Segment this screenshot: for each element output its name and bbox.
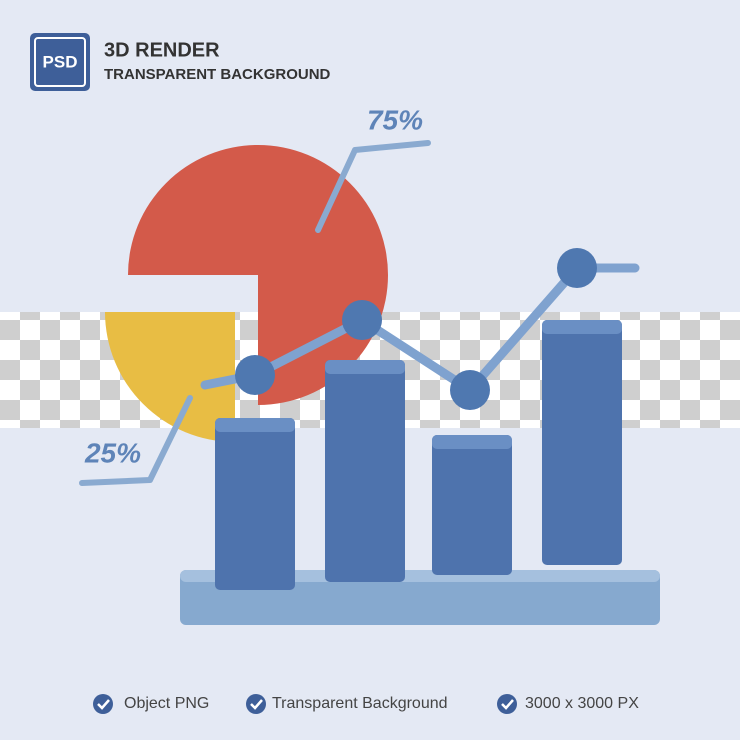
leader-line [315, 140, 431, 233]
title: 3D RENDER [104, 39, 220, 61]
check-icon [93, 694, 113, 714]
bar-base-top [180, 570, 660, 582]
feature-text: Object PNG [124, 695, 209, 712]
subtitle: TRANSPARENT BACKGROUND [104, 66, 331, 83]
bar [215, 418, 295, 590]
check-mark [501, 699, 514, 710]
leader-line [79, 395, 193, 486]
check-mark [97, 699, 110, 710]
trend-dot [557, 248, 597, 288]
trend-dot [235, 355, 275, 395]
bar-base [180, 570, 660, 625]
bar [325, 360, 405, 582]
trend-dot [342, 300, 382, 340]
bar-top [325, 360, 405, 374]
header: PSD 3D RENDER TRANSPARENT BACKGROUND [30, 33, 331, 91]
check-icon [497, 694, 517, 714]
bar-top [215, 418, 295, 432]
feature-text: Transparent Background [272, 695, 448, 712]
trend-dot [450, 370, 490, 410]
bars [215, 320, 622, 590]
bar-top [542, 320, 622, 334]
check-mark [250, 699, 263, 710]
badge-text: PSD [43, 52, 78, 71]
bar [542, 320, 622, 565]
bar-top [432, 435, 512, 449]
badge-border [34, 37, 86, 87]
check-icon [246, 694, 266, 714]
features: Object PNG Transparent Background 3000 x… [93, 694, 639, 714]
badge [30, 33, 90, 91]
bar [432, 435, 512, 575]
feature-text: 3000 x 3000 PX [525, 695, 639, 712]
percent-label: 75% [367, 104, 423, 135]
trend-dots [235, 248, 597, 410]
pie-slice-small [105, 312, 235, 442]
percent-label: 25% [84, 437, 141, 468]
